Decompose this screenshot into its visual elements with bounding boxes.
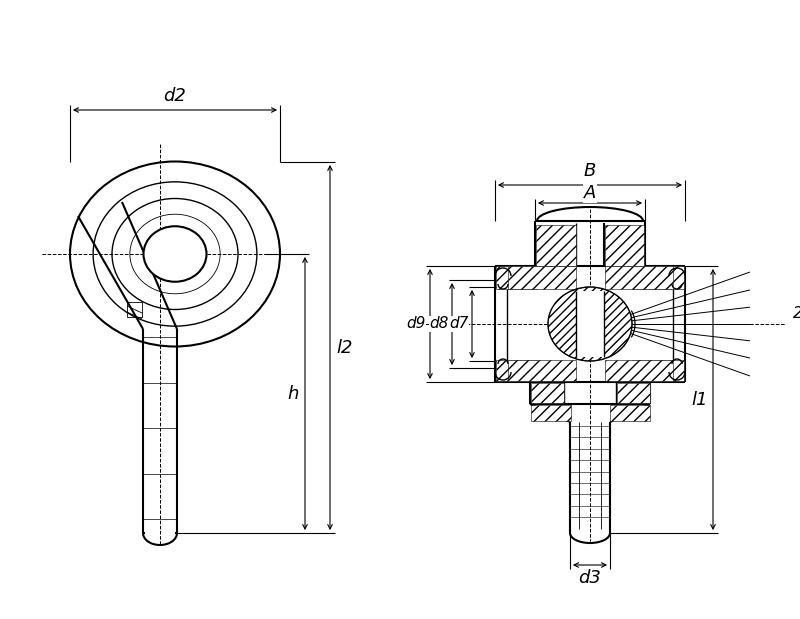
Text: d8: d8: [430, 316, 449, 332]
Text: d9: d9: [406, 316, 426, 332]
Text: d2: d2: [163, 87, 186, 105]
Bar: [605, 360, 673, 381]
Text: l2: l2: [337, 339, 354, 357]
Text: d3: d3: [578, 569, 602, 587]
Bar: [496, 360, 537, 381]
Bar: [617, 383, 650, 403]
Text: A: A: [584, 184, 596, 202]
Bar: [576, 291, 604, 357]
Bar: [127, 302, 142, 317]
Text: 2α: 2α: [793, 306, 800, 321]
Bar: [531, 383, 564, 403]
Ellipse shape: [143, 227, 206, 282]
Text: d7: d7: [450, 316, 469, 332]
Bar: [632, 360, 684, 381]
Bar: [496, 266, 537, 289]
Bar: [632, 266, 684, 289]
Bar: [508, 266, 576, 289]
Bar: [531, 405, 571, 421]
Bar: [508, 360, 576, 381]
Bar: [605, 225, 644, 266]
Text: B: B: [584, 162, 596, 180]
Bar: [610, 405, 650, 421]
Ellipse shape: [548, 287, 632, 361]
Text: h: h: [287, 385, 298, 403]
Text: l1: l1: [692, 391, 708, 409]
Bar: [605, 266, 673, 289]
Bar: [536, 225, 576, 266]
